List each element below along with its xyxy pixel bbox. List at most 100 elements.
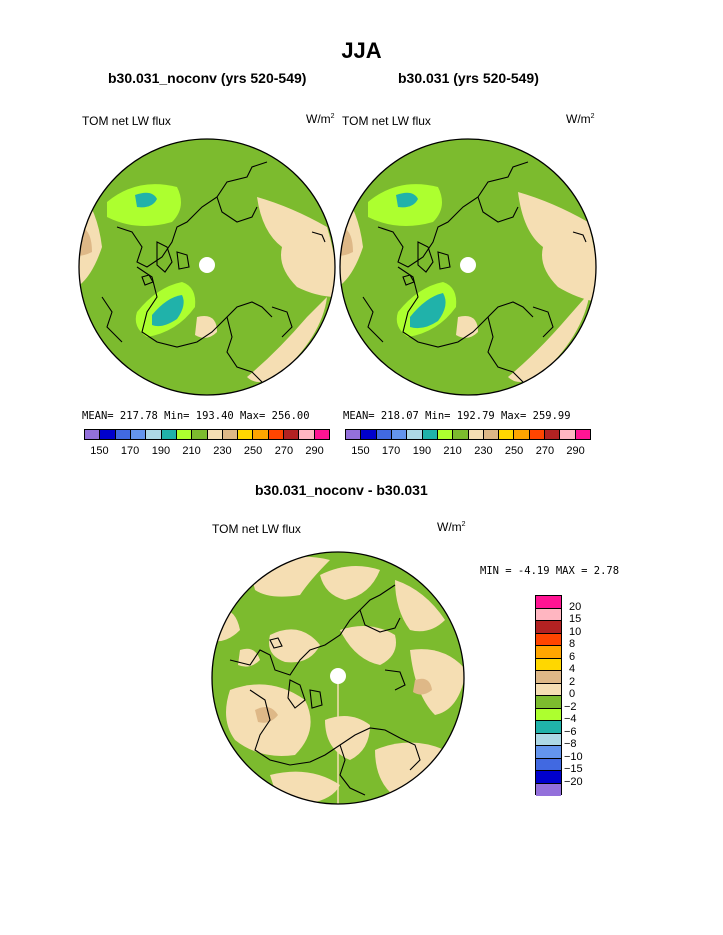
- colorbar-tick-label: 230: [213, 445, 232, 457]
- left-panel-subtitle: b30.031_noconv (yrs 520-549): [108, 70, 307, 86]
- colorbar-tick-label: 150: [90, 445, 109, 457]
- diff-polar-map: [211, 551, 465, 805]
- left-colorbar-ticks: 150 170 190 210 230 250 270 290: [84, 445, 330, 459]
- colorbar-swatch: [130, 430, 147, 439]
- colorbar-tick-label: 250: [504, 445, 524, 457]
- colorbar-tick-label: 170: [120, 445, 140, 457]
- colorbar-tick-label: −20: [564, 775, 583, 788]
- colorbar-swatch: [453, 430, 469, 439]
- colorbar-swatch: [536, 758, 561, 771]
- left-panel-variable: TOM net LW flux: [82, 114, 171, 128]
- left-polar-map: [78, 138, 336, 396]
- diff-panel-units: W/m2: [437, 520, 466, 534]
- colorbar-swatch: [483, 430, 500, 439]
- colorbar-swatch: [346, 430, 362, 439]
- colorbar-swatch: [238, 430, 254, 439]
- colorbar-tick-label: 250: [243, 445, 263, 457]
- colorbar-tick-label: 20: [569, 600, 582, 613]
- colorbar-swatch: [391, 430, 408, 439]
- colorbar-swatch: [314, 430, 329, 439]
- colorbar-tick-label: 290: [566, 445, 585, 457]
- colorbar-swatch: [536, 721, 561, 734]
- colorbar-swatch: [560, 430, 576, 439]
- figure-title: JJA: [341, 38, 382, 63]
- diff-panel-subtitle: b30.031_noconv - b30.031: [255, 482, 428, 498]
- colorbar-swatch: [536, 771, 561, 784]
- colorbar-swatch: [85, 430, 101, 439]
- colorbar-swatch: [536, 633, 561, 646]
- colorbar-swatch: [222, 430, 239, 439]
- colorbar-swatch: [529, 430, 546, 439]
- colorbar-swatch: [422, 430, 438, 439]
- colorbar-swatch: [115, 430, 131, 439]
- colorbar-tick-label: −4: [564, 713, 577, 725]
- right-colorbar-ticks: 150 170 190 210 230 250 270 290: [345, 445, 591, 459]
- colorbar-swatch: [407, 430, 423, 439]
- colorbar-swatch: [536, 783, 561, 796]
- colorbar-tick-label: 8: [569, 638, 576, 650]
- colorbar-tick-label: 15: [569, 613, 582, 625]
- colorbar-tick-label: 190: [412, 445, 432, 457]
- colorbar-swatch: [437, 430, 454, 439]
- colorbar-swatch: [536, 746, 561, 759]
- colorbar-swatch: [536, 696, 561, 709]
- colorbar-tick-label: 270: [274, 445, 294, 457]
- colorbar-swatch: [468, 430, 484, 439]
- colorbar-tick-label: 210: [182, 445, 201, 457]
- right-panel-subtitle: b30.031 (yrs 520-549): [398, 70, 539, 86]
- colorbar-swatch: [536, 621, 561, 634]
- left-panel-stats: MEAN= 217.78 Min= 193.40 Max= 256.00: [82, 410, 310, 422]
- diff-panel-minmax: MIN = -4.19 MAX = 2.78: [480, 565, 620, 577]
- colorbar-tick-label: −6: [564, 725, 577, 738]
- left-panel-units: W/m2: [306, 112, 335, 126]
- colorbar-swatch: [100, 430, 116, 439]
- left-colorbar: [84, 429, 330, 440]
- colorbar-tick-label: −15: [564, 763, 583, 775]
- colorbar-swatch: [575, 430, 590, 439]
- colorbar-tick-label: 4: [569, 663, 576, 675]
- colorbar-tick-label: 270: [535, 445, 555, 457]
- colorbar-swatch: [299, 430, 315, 439]
- colorbar-tick-label: −2: [564, 700, 577, 713]
- colorbar-tick-label: 0: [569, 688, 576, 700]
- colorbar-swatch: [536, 671, 561, 684]
- colorbar-swatch: [361, 430, 377, 439]
- colorbar-tick-label: 6: [569, 650, 576, 663]
- diff-colorbar: [535, 595, 562, 796]
- diff-colorbar-ticks: 20 15 10 8 6 4 2 0 −2 −4 −6 −8 −10 −15 −…: [564, 595, 607, 795]
- colorbar-swatch: [268, 430, 285, 439]
- colorbar-swatch: [192, 430, 208, 439]
- colorbar-tick-label: 230: [474, 445, 493, 457]
- colorbar-swatch: [536, 658, 561, 671]
- colorbar-swatch: [146, 430, 162, 439]
- right-panel-units: W/m2: [566, 112, 595, 126]
- right-polar-map: [339, 138, 597, 396]
- colorbar-swatch: [536, 646, 561, 659]
- colorbar-swatch: [536, 596, 561, 609]
- colorbar-swatch: [207, 430, 223, 439]
- right-colorbar: [345, 429, 591, 440]
- right-panel-variable: TOM net LW flux: [342, 114, 431, 128]
- colorbar-swatch: [536, 608, 561, 621]
- colorbar-swatch: [253, 430, 269, 439]
- colorbar-tick-label: −8: [564, 738, 577, 750]
- colorbar-swatch: [545, 430, 561, 439]
- colorbar-swatch: [514, 430, 530, 439]
- colorbar-tick-label: 290: [305, 445, 324, 457]
- colorbar-swatch: [536, 733, 561, 746]
- colorbar-swatch: [284, 430, 300, 439]
- colorbar-swatch: [499, 430, 515, 439]
- colorbar-tick-label: 150: [351, 445, 370, 457]
- colorbar-tick-label: 210: [443, 445, 462, 457]
- colorbar-swatch: [536, 683, 561, 696]
- colorbar-tick-label: −10: [564, 750, 583, 763]
- colorbar-tick-label: 10: [569, 625, 582, 638]
- colorbar-swatch: [176, 430, 193, 439]
- colorbar-swatch: [536, 708, 561, 721]
- diff-panel-variable: TOM net LW flux: [212, 522, 301, 536]
- colorbar-tick-label: 190: [151, 445, 171, 457]
- colorbar-swatch: [376, 430, 392, 439]
- colorbar-tick-label: 170: [381, 445, 401, 457]
- colorbar-tick-label: 2: [569, 675, 576, 688]
- colorbar-swatch: [161, 430, 177, 439]
